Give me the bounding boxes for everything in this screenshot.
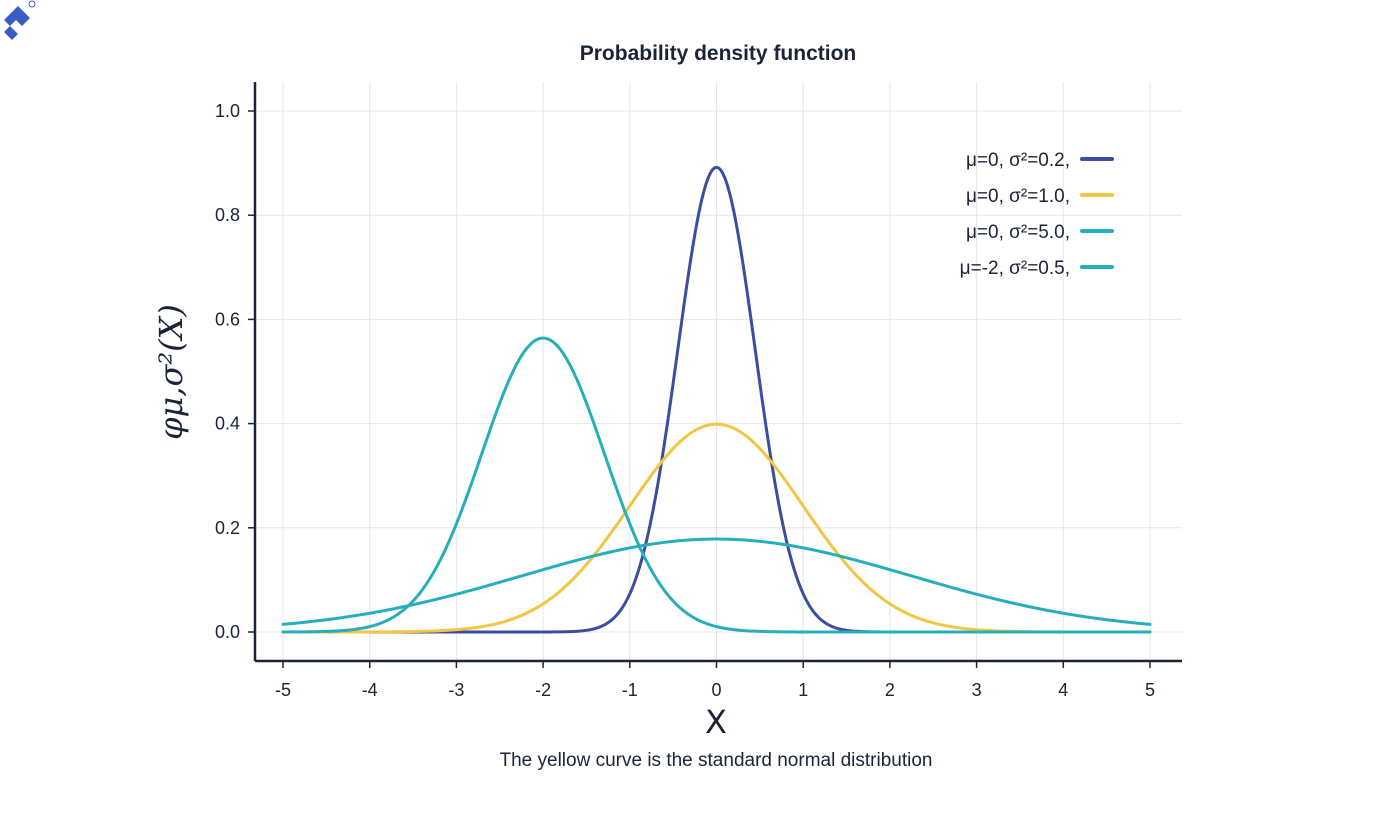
series-line-4 (281, 336, 1152, 634)
chart-caption: The yellow curve is the standard normal … (500, 750, 933, 771)
y-tick-label: 0.2 (215, 518, 240, 538)
y-tick-label: 1.0 (215, 101, 240, 121)
y-axis-label: φμ,σ²(X) (152, 304, 190, 440)
y-tick-label: 0.8 (215, 205, 240, 225)
x-tick-label: 5 (1145, 680, 1155, 700)
chart-title: Probability density function (580, 42, 857, 65)
x-tick-label: 4 (1058, 680, 1068, 700)
x-tick-label: -4 (362, 680, 378, 700)
x-tick-label: -3 (448, 680, 464, 700)
series-layer (281, 165, 1152, 634)
x-tick-label: 3 (972, 680, 982, 700)
x-axis-label: X (705, 703, 727, 741)
x-tick-label: -5 (275, 680, 291, 700)
legend-label: μ=-2, σ²=0.5, (960, 258, 1070, 279)
y-tick-label: 0.0 (215, 622, 240, 642)
legend-label: μ=0, σ²=0.2, (966, 150, 1070, 171)
x-tick-label: 0 (711, 680, 721, 700)
x-tick-label: -1 (622, 680, 638, 700)
x-tick-label: -2 (535, 680, 551, 700)
y-tick-label: 0.4 (215, 414, 240, 434)
y-ticks: 0.0 0.2 0.4 0.6 0.8 1.0 (215, 101, 255, 642)
brand-logo-icon (4, 0, 36, 40)
legend-label: μ=0, σ²=1.0, (966, 186, 1070, 207)
x-ticks: -5 -4 -3 -2 -1 0 1 2 3 4 5 (275, 661, 1155, 700)
x-tick-label: 1 (798, 680, 808, 700)
legend-label: μ=0, σ²=5.0, (966, 222, 1070, 243)
series-line-3 (281, 537, 1152, 626)
x-tick-label: 2 (885, 680, 895, 700)
y-tick-label: 0.6 (215, 309, 240, 329)
legend: μ=0, σ²=0.2, μ=0, σ²=1.0, μ=0, σ²=5.0, μ=-2… (960, 150, 1114, 279)
